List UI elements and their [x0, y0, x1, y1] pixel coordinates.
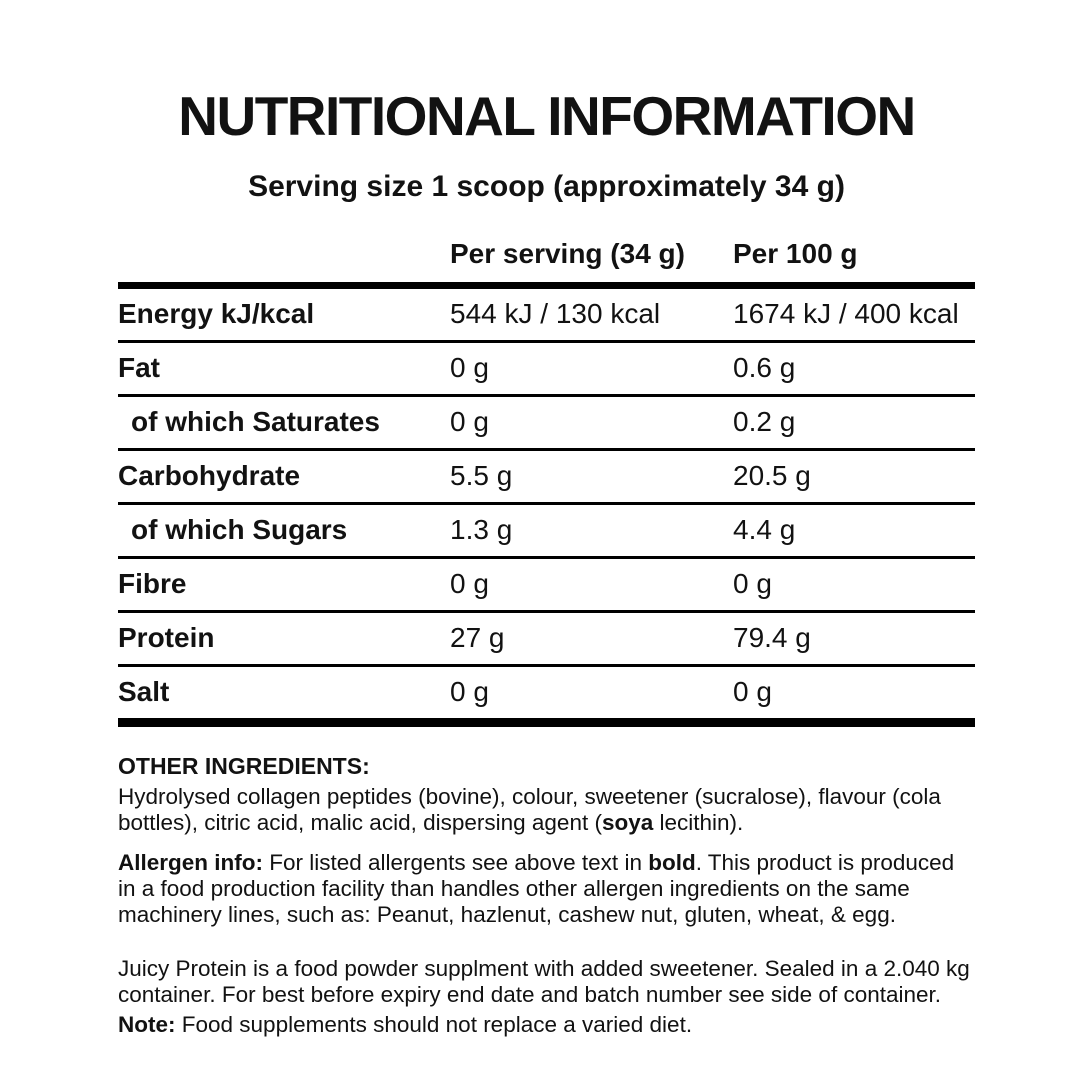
serving-size-line: Serving size 1 scoop (approximately 34 g…	[248, 170, 845, 203]
row-label: Energy kJ/kcal	[118, 298, 315, 329]
row-per-serving-value: 0 g	[450, 352, 489, 383]
table-row: Fibre 0 g 0 g	[118, 559, 975, 613]
table-row: of which Sugars 1.3 g 4.4 g	[118, 505, 975, 559]
text-segment: Juicy Protein is a food powder supplment…	[118, 956, 970, 1007]
row-per-serving-value: 544 kJ / 130 kcal	[450, 298, 661, 329]
row-per-serving-value: 5.5 g	[450, 460, 513, 491]
text-segment: . This product is produced in a food pro…	[118, 850, 955, 927]
row-label: Fibre	[118, 568, 187, 599]
row-per-100g-value: 0 g	[733, 568, 772, 599]
row-per-100g-value: 0 g	[733, 676, 772, 707]
text-segment: For listed allergents see above text in	[263, 850, 649, 875]
text-segment: lecithin).	[653, 810, 744, 835]
text-segment: soya	[601, 810, 654, 835]
row-label: Fat	[118, 352, 160, 383]
supplement-statement-text: Juicy Protein is a food powder supplment…	[118, 956, 975, 1008]
text-segment: bold	[648, 850, 696, 875]
row-label: of which Saturates	[131, 406, 380, 437]
row-per-100g-value: 0.6 g	[733, 352, 796, 383]
row-label: of which Sugars	[131, 514, 348, 545]
label-content: NUTRITIONAL INFORMATION Serving size 1 s…	[118, 0, 975, 1038]
row-per-serving-value: 0 g	[450, 406, 489, 437]
row-per-100g-value: 0.2 g	[733, 406, 796, 437]
row-per-100g-value: 79.4 g	[733, 622, 811, 653]
table-body: Energy kJ/kcal 544 kJ / 130 kcal 1674 kJ /…	[118, 289, 975, 727]
allergen-info-text: Allergen info: For listed allergents see…	[118, 850, 975, 928]
row-label: Salt	[118, 676, 170, 707]
page-title: NUTRITIONAL INFORMATION	[178, 85, 916, 147]
text-segment: Hydrolysed collagen peptides (bovine), c…	[118, 784, 941, 835]
table-row: Protein 27 g 79.4 g	[118, 613, 975, 667]
text-segment: Allergen info:	[118, 850, 263, 875]
other-ingredients-heading: OTHER INGREDIENTS:	[118, 753, 370, 779]
row-per-serving-value: 0 g	[450, 568, 489, 599]
other-ingredients-text: Hydrolysed collagen peptides (bovine), c…	[118, 784, 975, 836]
col-header-per-serving: Per serving (34 g)	[450, 238, 685, 269]
col-header-per-100g: Per 100 g	[733, 238, 858, 269]
diet-note-text: Note: Food supplements should not replac…	[118, 1012, 975, 1038]
table-header-row: Per serving (34 g) Per 100 g	[118, 238, 975, 289]
table-row: Fat 0 g 0.6 g	[118, 343, 975, 397]
text-segment: Note:	[118, 1012, 176, 1037]
row-per-100g-value: 20.5 g	[733, 460, 811, 491]
row-per-serving-value: 1.3 g	[450, 514, 513, 545]
table-row: Salt 0 g 0 g	[118, 667, 975, 727]
row-per-serving-value: 0 g	[450, 676, 489, 707]
row-per-serving-value: 27 g	[450, 622, 505, 653]
table-row: Energy kJ/kcal 544 kJ / 130 kcal 1674 kJ /…	[118, 289, 975, 343]
row-per-100g-value: 1674 kJ / 400 kcal	[733, 298, 959, 329]
nutrition-table: Per serving (34 g) Per 100 g Energy kJ/k…	[118, 238, 975, 727]
row-label: Protein	[118, 622, 215, 653]
table-row: of which Saturates 0 g 0.2 g	[118, 397, 975, 451]
text-segment: Food supplements should not replace a va…	[175, 1012, 693, 1037]
row-label: Carbohydrate	[118, 460, 301, 491]
table-row: Carbohydrate 5.5 g 20.5 g	[118, 451, 975, 505]
row-per-100g-value: 4.4 g	[733, 514, 796, 545]
